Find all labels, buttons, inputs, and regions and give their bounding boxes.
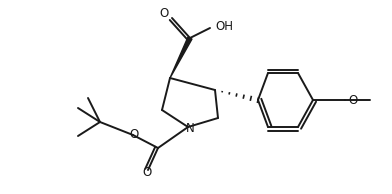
Text: O: O: [142, 166, 152, 179]
Polygon shape: [170, 37, 192, 78]
Text: OH: OH: [215, 21, 233, 34]
Text: O: O: [160, 7, 169, 20]
Text: O: O: [129, 128, 139, 141]
Text: N: N: [186, 121, 194, 134]
Text: O: O: [348, 94, 357, 107]
